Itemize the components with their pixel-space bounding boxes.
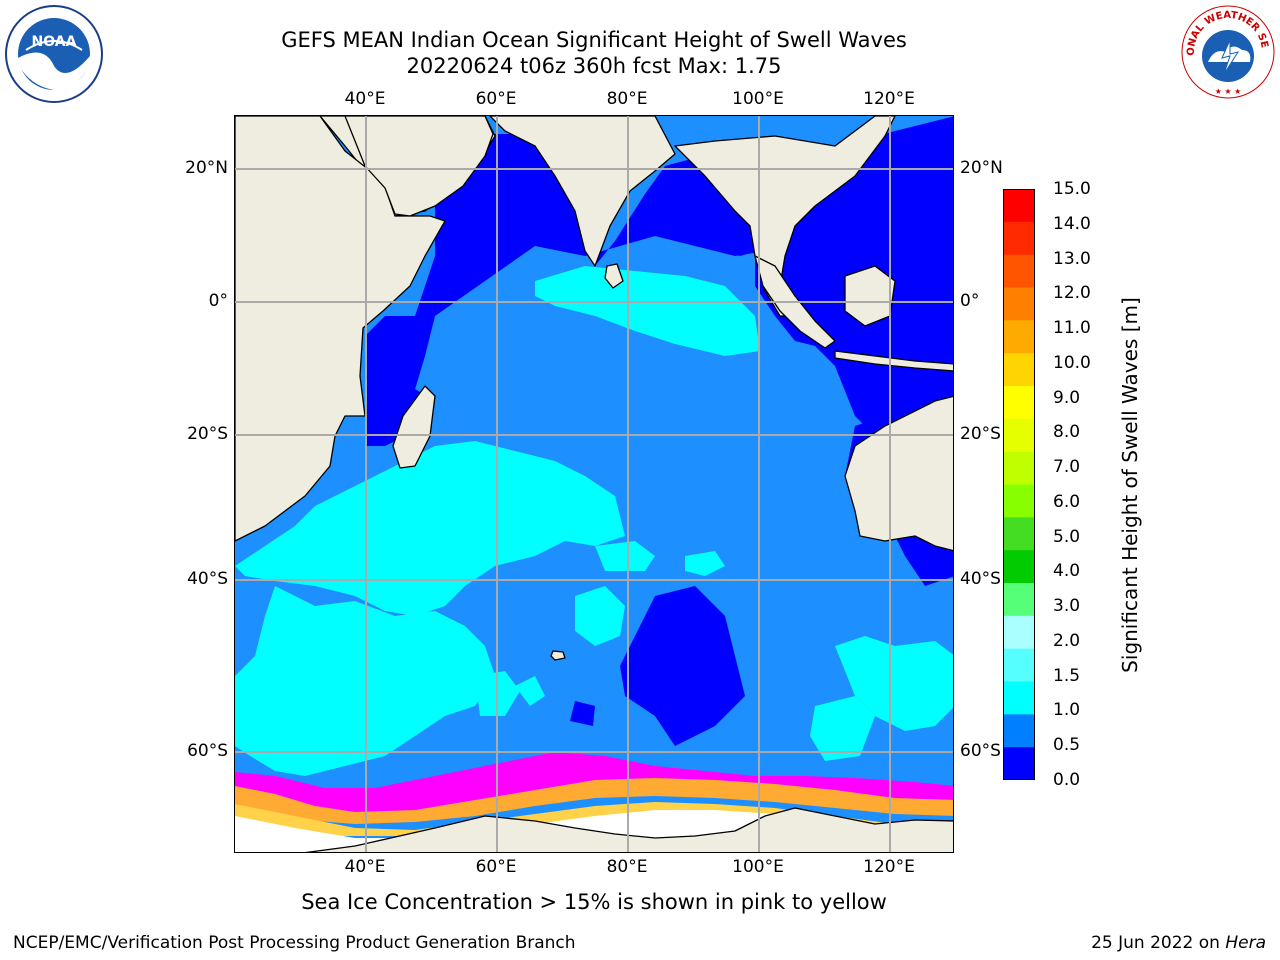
colorbar-tick-label: 9.0 (1053, 387, 1081, 408)
colorbar-swatch (1003, 484, 1035, 518)
lon-tick-top: 120°E (863, 89, 915, 109)
lat-tick-right: 20°N (960, 158, 1003, 178)
lon-tick-bottom: 100°E (732, 857, 784, 877)
colorbar-swatch (1003, 353, 1035, 387)
footer-branch: NCEP/EMC/Verification Post Processing Pr… (13, 933, 576, 953)
land-antarctica (305, 807, 953, 852)
colorbar-tick-label: 2.0 (1053, 630, 1081, 651)
lat-tick-left: 20°S (187, 424, 228, 444)
land-southeast-asia (674, 116, 896, 317)
lat-tick-right: 60°S (960, 741, 1001, 761)
lon-tick-top: 40°E (344, 89, 386, 109)
colorbar-swatch (1003, 418, 1035, 453)
lon-tick-top: 80°E (606, 89, 648, 109)
lat-tick-left: 60°S (187, 741, 228, 761)
lat-tick-right: 40°S (960, 569, 1001, 589)
lat-tick-left: 40°S (187, 569, 228, 589)
lat-tick-right: 0° (960, 291, 980, 311)
colorbar-swatch (1003, 615, 1035, 650)
land-kerguelen (550, 650, 566, 661)
footer-host: Hera (1225, 933, 1266, 953)
lat-tick-right: 20°S (960, 424, 1001, 444)
colorbar-tick-label: 14.0 (1053, 213, 1091, 234)
noaa-logo-text: NOAA (32, 34, 77, 50)
colorbar-title: Significant Height of Swell Waves [m] (1118, 297, 1142, 673)
colorbar-swatch (1003, 386, 1035, 420)
colorbar-tick-label: 1.0 (1053, 700, 1081, 721)
nws-logo: NATIONAL WEATHER SERVICE ★ ★ ★ (1176, 0, 1276, 104)
land-sri-lanka (604, 263, 624, 289)
colorbar-tick-label: 5.0 (1053, 526, 1081, 547)
colorbar-tick-label: 6.0 (1053, 491, 1081, 512)
colorbar-swatch (1003, 583, 1035, 617)
noaa-logo: NOAA (4, 4, 104, 108)
lon-tick-top: 100°E (732, 89, 784, 109)
lat-tick-left: 0° (208, 291, 228, 311)
colorbar-tick-label: 8.0 (1053, 422, 1081, 443)
colorbar-swatch (1003, 747, 1035, 780)
colorbar-swatch (1003, 550, 1035, 584)
colorbar-swatch (1003, 714, 1035, 748)
map-panel (234, 115, 954, 853)
footer-date-text: 25 Jun 2022 on (1091, 933, 1220, 953)
colorbar-tick-label: 4.0 (1053, 561, 1081, 582)
colorbar-tick-label: 10.0 (1053, 352, 1091, 373)
map-canvas (235, 116, 953, 852)
grid-lines (235, 116, 953, 852)
colorbar-swatch (1003, 517, 1035, 551)
colorbar-swatch (1003, 287, 1035, 321)
map-subtitle: 20220624 t06z 360h fcst Max: 1.75 (406, 54, 782, 78)
colorbar-tick-label: 13.0 (1053, 248, 1091, 269)
colorbar-tick-label: 1.5 (1053, 665, 1081, 686)
colorbar-swatch (1003, 648, 1035, 682)
colorbar-tick-label: 0.5 (1053, 735, 1081, 756)
colorbar-swatch (1003, 320, 1035, 354)
lon-tick-bottom: 60°E (475, 857, 517, 877)
sea-ice-caption: Sea Ice Concentration > 15% is shown in … (301, 890, 887, 914)
colorbar-tick-label: 12.0 (1053, 283, 1091, 304)
colorbar (1003, 189, 1035, 780)
lon-tick-bottom: 40°E (344, 857, 386, 877)
colorbar-tick-label: 0.0 (1053, 770, 1081, 790)
colorbar-tick-label: 3.0 (1053, 596, 1081, 617)
colorbar-tick-label: 15.0 (1053, 179, 1091, 199)
colorbar-swatch (1003, 254, 1035, 288)
footer-date: 25 Jun 2022 on Hera (1091, 933, 1266, 953)
colorbar-tick-label: 11.0 (1053, 318, 1091, 339)
lon-tick-top: 60°E (475, 89, 517, 109)
colorbar-swatch (1003, 451, 1035, 485)
colorbar-swatch (1003, 189, 1035, 223)
colorbar-swatch (1003, 681, 1035, 715)
lon-tick-bottom: 80°E (606, 857, 648, 877)
lon-tick-bottom: 120°E (863, 857, 915, 877)
colorbar-swatch (1003, 221, 1035, 256)
land-arabia (344, 116, 494, 217)
land-madagascar (392, 385, 436, 469)
colorbar-tick-label: 7.0 (1053, 457, 1081, 478)
svg-text:★ ★ ★: ★ ★ ★ (1215, 87, 1242, 96)
map-title: GEFS MEAN Indian Ocean Significant Heigh… (281, 28, 907, 52)
lat-tick-left: 20°N (185, 158, 228, 178)
